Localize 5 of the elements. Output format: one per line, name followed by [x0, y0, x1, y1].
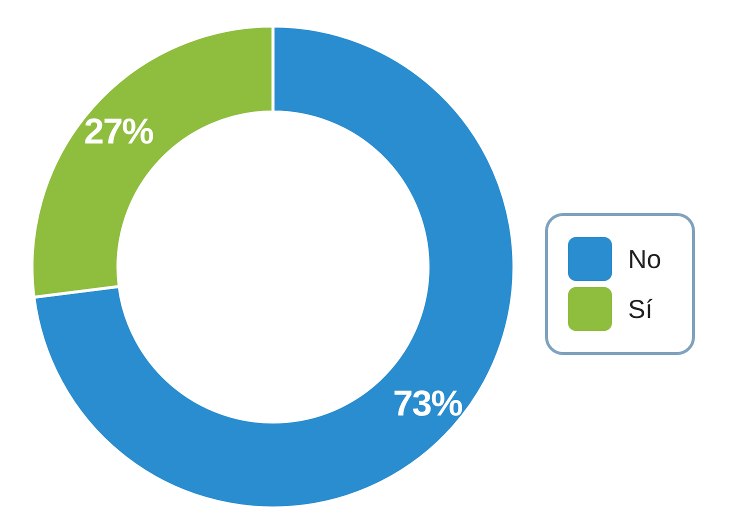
- data-label: 73%: [392, 382, 464, 424]
- data-label: 27%: [84, 110, 154, 152]
- legend-label: No: [628, 244, 662, 274]
- donut-slice: [32, 24, 516, 510]
- legend-label: Sí: [628, 294, 653, 324]
